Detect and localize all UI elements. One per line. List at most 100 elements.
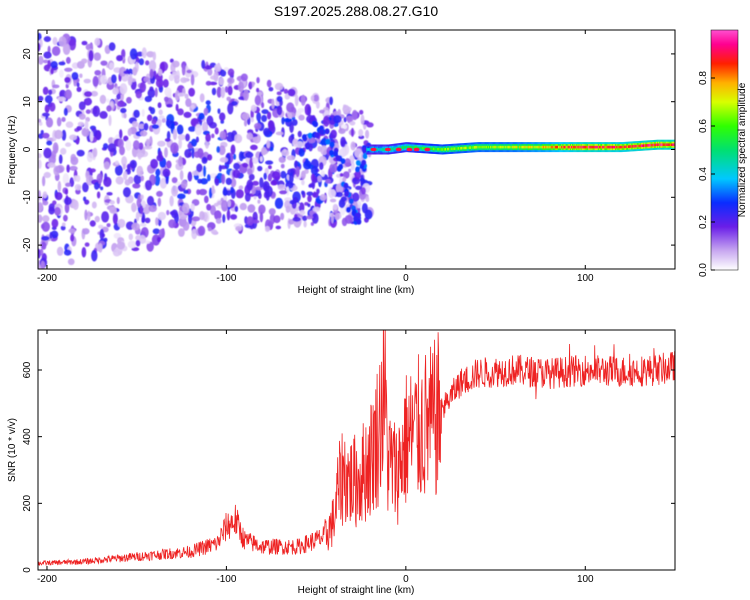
heatmap-trace-core bbox=[528, 145, 531, 149]
heatmap-cell bbox=[166, 103, 173, 108]
heatmap-cell bbox=[65, 121, 74, 128]
heatmap-cell bbox=[64, 188, 69, 195]
heatmap-cell bbox=[224, 86, 229, 93]
heatmap-cell bbox=[38, 159, 42, 170]
heatmap-trace-core bbox=[665, 143, 667, 147]
heatmap-trace-core bbox=[580, 145, 582, 149]
heatmap-cell bbox=[74, 183, 82, 191]
heatmap-cell bbox=[286, 102, 295, 113]
heatmap-cell bbox=[191, 147, 195, 159]
heatmap-trace-core bbox=[430, 147, 433, 151]
heatmap-cell bbox=[122, 187, 131, 198]
heatmap-cell bbox=[312, 206, 321, 212]
heatmap-cell bbox=[300, 94, 306, 106]
heatmap-trace-core bbox=[513, 145, 516, 149]
heatmap-cell bbox=[63, 107, 68, 116]
heatmap-trace-core bbox=[640, 144, 643, 148]
heatmap-cell bbox=[190, 104, 196, 110]
heatmap-cell bbox=[41, 175, 46, 187]
heatmap-trace-core bbox=[392, 147, 394, 151]
heatmap-trace-core bbox=[637, 144, 639, 148]
heatmap-trace-core bbox=[641, 144, 644, 148]
heatmap-cell bbox=[319, 161, 324, 171]
heatmap-cell bbox=[273, 215, 281, 224]
heatmap-cell bbox=[41, 241, 47, 250]
heatmap-cell bbox=[310, 222, 314, 226]
heatmap-trace-core bbox=[366, 148, 368, 151]
heatmap-cell bbox=[264, 185, 273, 198]
heatmap-trace-core bbox=[568, 145, 570, 149]
heatmap-trace-core bbox=[475, 145, 477, 149]
heatmap-cell bbox=[50, 68, 54, 75]
heatmap-cell bbox=[360, 187, 366, 195]
heatmap-cell bbox=[108, 114, 112, 127]
heatmap-cell bbox=[157, 197, 162, 207]
heatmap-cell bbox=[149, 86, 154, 92]
heatmap-cell bbox=[131, 202, 137, 213]
heatmap-cell bbox=[275, 225, 282, 230]
heatmap-cell bbox=[306, 115, 315, 124]
heatmap-cell bbox=[298, 114, 305, 121]
heatmap-cell bbox=[138, 58, 145, 66]
heatmap-trace-core bbox=[536, 145, 538, 149]
colorbar-tick-label: 0.6 bbox=[698, 119, 709, 133]
heatmap-cell bbox=[354, 169, 362, 180]
heatmap-cell bbox=[159, 178, 167, 189]
heatmap-trace-core bbox=[559, 145, 561, 149]
heatmap-cell bbox=[214, 178, 220, 184]
heatmap-cell bbox=[162, 168, 171, 178]
heatmap-cell bbox=[157, 140, 166, 147]
heatmap-cell bbox=[43, 171, 51, 179]
heatmap-cell bbox=[38, 32, 42, 41]
heatmap-trace-core bbox=[590, 145, 592, 149]
heatmap-cell bbox=[59, 69, 64, 78]
heatmap-cell bbox=[329, 198, 337, 203]
heatmap-trace-core bbox=[381, 148, 383, 151]
heatmap-trace-core bbox=[517, 145, 519, 149]
heatmap-cell bbox=[123, 70, 131, 75]
heatmap-cell bbox=[250, 144, 258, 151]
heatmap-cell bbox=[221, 173, 226, 185]
heatmap-cell bbox=[278, 156, 286, 164]
heatmap-cell bbox=[325, 138, 331, 145]
heatmap-trace-core bbox=[540, 145, 542, 149]
heatmap-trace-core bbox=[537, 145, 539, 149]
heatmap-cell bbox=[119, 83, 128, 95]
heatmap-cell bbox=[179, 170, 184, 181]
heatmap-cell bbox=[219, 157, 229, 163]
heatmap-trace-core bbox=[654, 143, 657, 147]
heatmap-trace-core bbox=[546, 145, 548, 149]
heatmap-cell bbox=[261, 109, 269, 115]
heatmap-cell bbox=[92, 75, 99, 87]
heatmap-ytick-label: -20 bbox=[22, 237, 33, 252]
heatmap-cell bbox=[227, 102, 234, 115]
heatmap-cell bbox=[218, 145, 226, 156]
heatmap-trace bbox=[366, 139, 675, 155]
heatmap-cell bbox=[247, 204, 256, 213]
heatmap-cell bbox=[257, 91, 263, 96]
heatmap-cell bbox=[280, 163, 285, 169]
heatmap-trace-core bbox=[438, 147, 440, 151]
heatmap-cell bbox=[312, 192, 319, 198]
snr-ytick-label: 600 bbox=[22, 361, 33, 378]
heatmap-cell bbox=[178, 209, 183, 216]
heatmap-trace-core bbox=[613, 145, 616, 149]
heatmap-trace-core bbox=[609, 145, 611, 149]
heatmap-cell bbox=[219, 112, 226, 122]
heatmap-trace-core bbox=[601, 145, 603, 149]
heatmap-cell bbox=[143, 76, 150, 83]
heatmap-cell bbox=[144, 95, 153, 103]
heatmap-trace-core bbox=[663, 143, 665, 147]
heatmap-cell bbox=[332, 203, 338, 211]
heatmap-cell bbox=[365, 196, 370, 203]
heatmap-cell bbox=[87, 210, 91, 222]
heatmap-cell bbox=[191, 216, 201, 222]
heatmap-cell bbox=[336, 165, 342, 172]
heatmap-cell bbox=[274, 82, 284, 91]
heatmap-cell bbox=[342, 105, 350, 114]
heatmap-trace-core bbox=[596, 145, 598, 149]
heatmap-cell bbox=[145, 60, 150, 66]
heatmap-cell bbox=[345, 115, 354, 122]
heatmap-cell bbox=[256, 76, 260, 84]
heatmap-trace-core bbox=[582, 145, 584, 149]
